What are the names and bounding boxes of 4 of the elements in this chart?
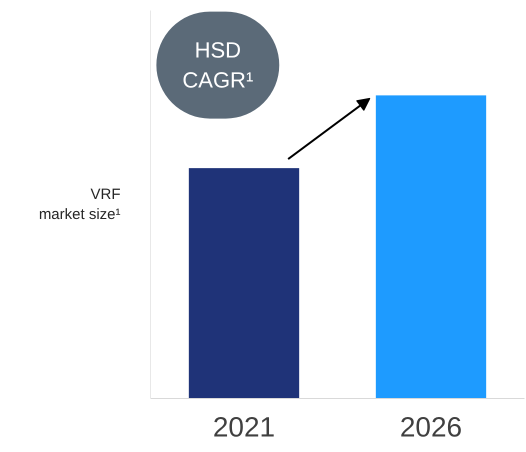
text: HSD CAGR¹	[182, 38, 254, 93]
y-axis-title: VRF market size¹	[38, 186, 121, 224]
x-tick-label: 2021	[212, 412, 276, 442]
x-tick-label: 2026	[400, 412, 462, 442]
